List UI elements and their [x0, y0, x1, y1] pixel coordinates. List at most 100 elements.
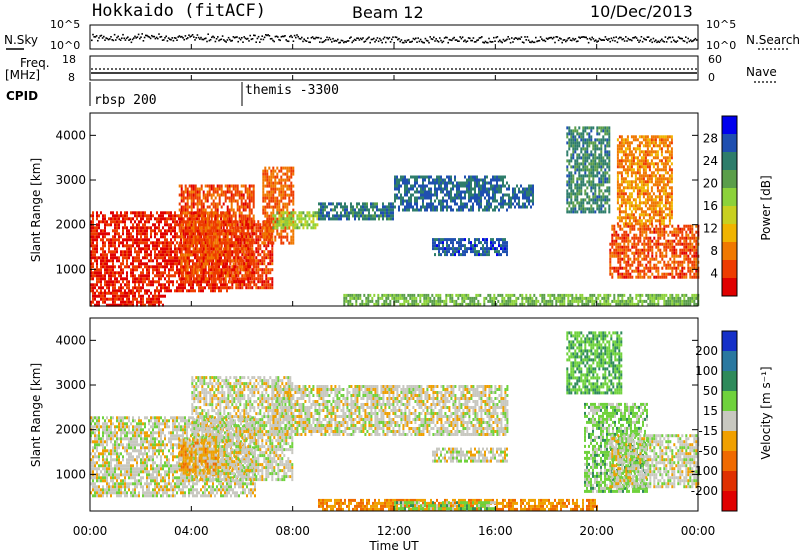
heatmap-cell [231, 194, 233, 197]
heatmap-cell [582, 141, 584, 144]
nsky-point [462, 36, 464, 38]
heatmap-cell [178, 262, 180, 265]
heatmap-cell [271, 280, 273, 283]
heatmap-cell [416, 182, 418, 185]
heatmap-cell [604, 147, 606, 150]
nsky-point [303, 38, 305, 40]
heatmap-cell [118, 244, 120, 247]
heatmap-cell [241, 253, 243, 256]
heatmap-cell [394, 197, 396, 200]
heatmap-cell [522, 191, 524, 194]
heatmap-cell [424, 179, 426, 182]
heatmap-cell [444, 188, 446, 191]
heatmap-cell [118, 226, 120, 229]
heatmap-cell [274, 239, 276, 242]
heatmap-cell [257, 265, 259, 268]
heatmap-cell [124, 238, 126, 241]
heatmap-cell [231, 215, 233, 218]
heatmap-cell [229, 223, 231, 226]
heatmap-cell [142, 277, 144, 280]
heatmap-cell [518, 206, 520, 209]
heatmap-cell [215, 257, 217, 260]
heatmap-cell [257, 277, 259, 280]
nsky-point [459, 36, 461, 38]
heatmap-cell [207, 263, 209, 266]
heatmap-cell [138, 253, 140, 256]
heatmap-cell [144, 241, 146, 244]
heatmap-cell [215, 239, 217, 242]
nsky-point [336, 40, 338, 42]
heatmap-cell [243, 253, 245, 256]
heatmap-cell [576, 138, 578, 141]
heatmap-cell [442, 191, 444, 194]
heatmap-cell [170, 226, 172, 229]
heatmap-cell [623, 231, 625, 234]
heatmap-cell [280, 185, 282, 188]
heatmap-cell [120, 271, 122, 274]
heatmap-cell [266, 221, 268, 224]
heatmap-cell [436, 209, 438, 212]
heatmap-cell [251, 238, 253, 241]
heatmap-cell [494, 179, 496, 182]
radar-summary-plot: Hokkaido (fitACF) Beam 12 10/Dec/2013 N.… [0, 0, 800, 554]
heatmap-cell [568, 141, 570, 144]
nsky-point [650, 39, 652, 41]
heatmap-cell [378, 217, 380, 220]
heatmap-cell [280, 217, 282, 220]
nsky-point [389, 37, 391, 39]
heatmap-cell [502, 182, 504, 185]
heatmap-cell [600, 162, 602, 165]
heatmap-cell [508, 188, 510, 191]
heatmap-cell [406, 209, 408, 212]
heatmap-cell [422, 179, 424, 182]
heatmap-cell [181, 185, 183, 188]
heatmap-cell [168, 262, 170, 265]
heatmap-cell [213, 212, 215, 215]
heatmap-cell [270, 212, 272, 215]
heatmap-cell [598, 165, 600, 168]
heatmap-cell [284, 236, 286, 239]
heatmap-cell [438, 185, 440, 188]
heatmap-cell [617, 273, 619, 276]
heatmap-cell [118, 274, 120, 277]
heatmap-cell [209, 191, 211, 194]
heatmap-cell [600, 180, 602, 183]
nsky-point [293, 40, 295, 42]
heatmap-cell [332, 208, 334, 211]
nsky-point [241, 37, 243, 39]
heatmap-cell [284, 211, 286, 214]
heatmap-cell [142, 271, 144, 274]
heatmap-cell [264, 230, 266, 233]
heatmap-cell [185, 269, 187, 272]
heatmap-cell [104, 259, 106, 262]
heatmap-cell [213, 254, 215, 257]
heatmap-cell [464, 191, 466, 194]
heatmap-cell [272, 197, 274, 200]
heatmap-cell [271, 250, 273, 253]
nsky-point [264, 37, 266, 39]
heatmap-cell [490, 179, 492, 182]
heatmap-cell [470, 247, 472, 250]
nsky-point [507, 36, 509, 38]
heatmap-cell [164, 223, 166, 226]
heatmap-cell [468, 241, 470, 244]
heatmap-cell [496, 200, 498, 203]
heatmap-cell [364, 208, 366, 211]
heatmap-cell [566, 201, 568, 204]
heatmap-cell [592, 171, 594, 174]
heatmap-cell [476, 238, 478, 241]
heatmap-cell [528, 185, 530, 188]
heatmap-cell [241, 274, 243, 277]
heatmap-cell [181, 251, 183, 254]
heatmap-cell [570, 165, 572, 168]
heatmap-cell [282, 203, 284, 206]
heatmap-cell [229, 200, 231, 203]
heatmap-cell [193, 242, 195, 245]
heatmap-cell [408, 197, 410, 200]
heatmap-cell [213, 215, 215, 218]
heatmap-cell [181, 278, 183, 281]
heatmap-cell [144, 277, 146, 280]
heatmap-cell [268, 191, 270, 194]
heatmap-cell [209, 257, 211, 260]
heatmap-cell [172, 265, 174, 268]
